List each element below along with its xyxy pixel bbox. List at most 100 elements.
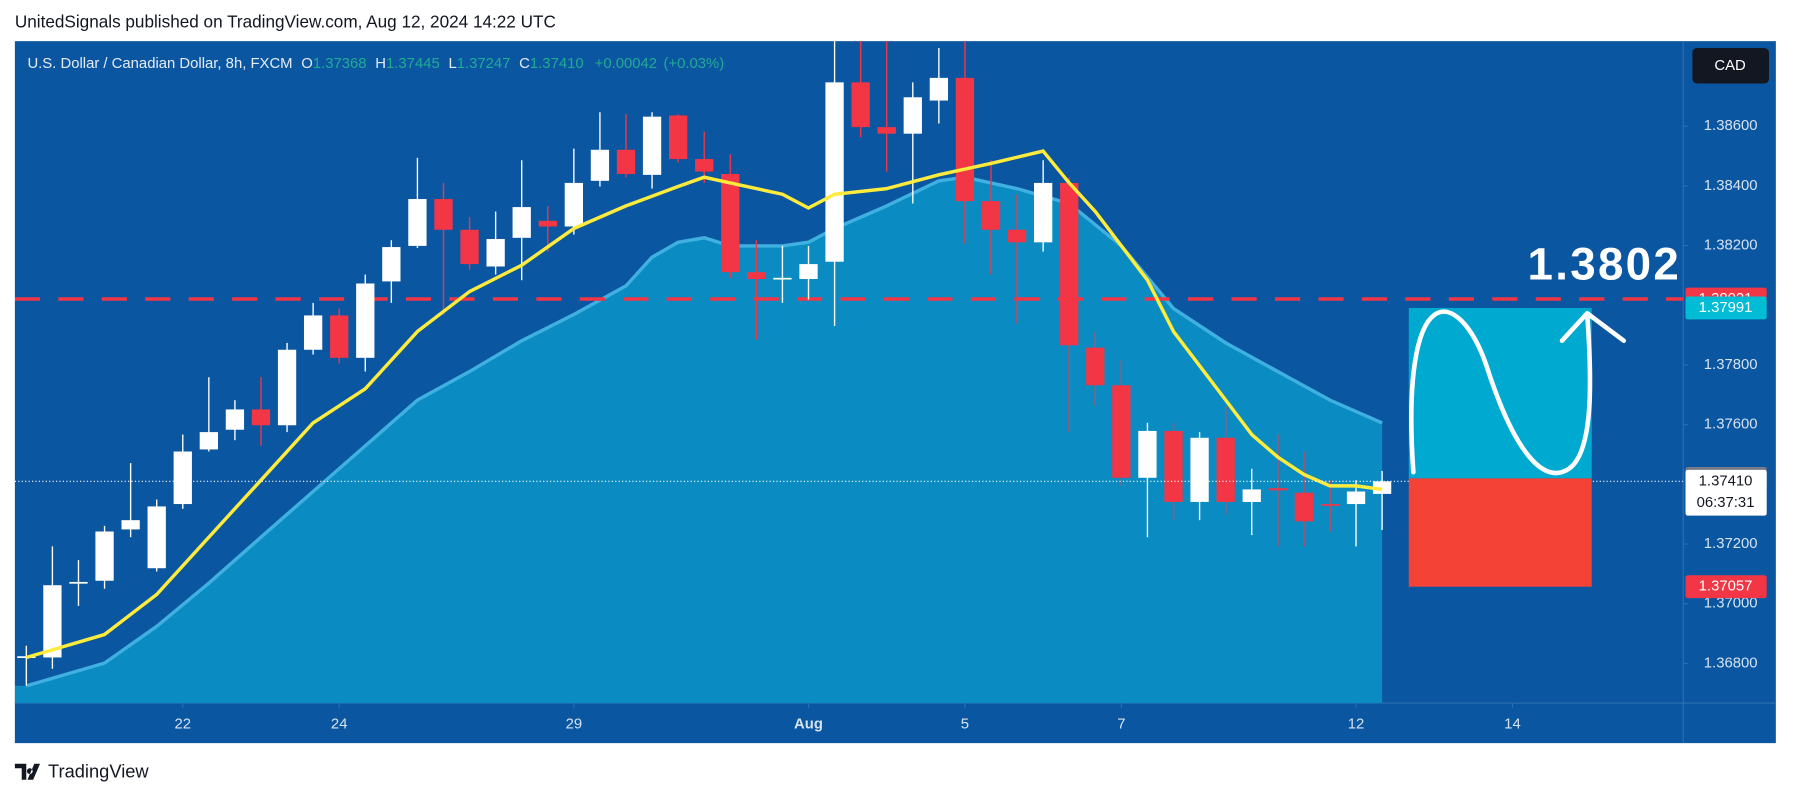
candle-body <box>877 127 896 134</box>
y-tick-label: 1.37600 <box>1704 417 1758 433</box>
candle-body <box>303 315 323 350</box>
x-tick-label: 7 <box>1117 717 1125 733</box>
candle-body <box>147 506 166 569</box>
x-tick-label: 14 <box>1504 717 1521 733</box>
target-zone <box>1408 307 1592 479</box>
candle-body <box>747 272 766 280</box>
candle-body <box>1086 347 1105 386</box>
candle-body <box>695 159 714 172</box>
legend-h: H <box>375 56 386 72</box>
candle-body <box>512 207 531 238</box>
candle-body <box>1034 182 1053 243</box>
candle-body <box>1216 437 1235 502</box>
legend-c: C <box>519 56 530 72</box>
price-label: 1.37057 <box>1699 579 1753 595</box>
candle-body <box>564 182 584 227</box>
candle-body <box>173 451 192 505</box>
candle-body <box>773 277 792 280</box>
legend-high: 1.37445 <box>386 56 440 72</box>
candle-body <box>1112 385 1131 478</box>
x-tick-label: 5 <box>961 717 969 733</box>
candle-body <box>825 82 844 262</box>
bar-countdown: 06:37:31 <box>1697 495 1755 511</box>
candle-body <box>929 77 949 101</box>
candle-body <box>330 315 349 358</box>
currency-button[interactable] <box>1692 48 1769 84</box>
candle-body <box>460 229 479 265</box>
legend-l: L <box>448 56 456 72</box>
candle-body <box>668 115 688 160</box>
candle-body <box>538 220 557 227</box>
price-label-box <box>1685 575 1767 599</box>
candle-body <box>590 149 610 181</box>
tradingview-logo: TradingView <box>14 761 149 782</box>
candle-body <box>981 201 1001 230</box>
candle-body <box>1346 491 1366 505</box>
legend-low: 1.37247 <box>457 56 511 72</box>
currency-button-label[interactable]: CAD <box>1714 58 1746 74</box>
candle-body <box>851 82 870 128</box>
candle-body <box>1138 430 1157 478</box>
legend: U.S. Dollar / Canadian Dollar, 8h, FXCM … <box>27 56 724 72</box>
candle-body <box>434 199 453 230</box>
projection-curve <box>1409 309 1627 476</box>
candle-body <box>486 239 505 267</box>
price-label: 1.37991 <box>1699 300 1753 316</box>
candle-body <box>199 432 218 450</box>
plot-area <box>14 41 1684 704</box>
candle-body <box>616 149 636 174</box>
price-label-box <box>1685 469 1767 516</box>
legend-close: 1.37410 <box>530 56 584 72</box>
y-tick-label: 1.38200 <box>1704 238 1758 254</box>
candle-body <box>799 264 818 280</box>
candle-body <box>95 531 114 581</box>
candle-body <box>955 77 975 202</box>
price-label: 1.37410 <box>1699 473 1753 489</box>
y-tick-label: 1.38600 <box>1704 118 1758 134</box>
axes: 1.36800 1.37000 1.37200 1.37600 1.37800 1.382… <box>175 118 1758 733</box>
x-tick-label: 12 <box>1348 717 1365 733</box>
legend-change: +0.00042 <box>595 56 657 72</box>
y-tick-label: 1.37200 <box>1704 536 1758 552</box>
x-tick-label: Aug <box>794 717 823 733</box>
candle-body <box>408 199 427 246</box>
legend-o: O <box>301 56 313 72</box>
legend-symbol: U.S. Dollar / Canadian Dollar, 8h, FXCM <box>27 56 292 72</box>
candle-body <box>1242 489 1261 502</box>
legend-open: 1.37368 <box>313 56 367 72</box>
candle-body <box>1320 504 1340 506</box>
candle-body <box>721 173 740 273</box>
x-tick-label: 29 <box>566 717 583 733</box>
logo-icon <box>14 763 41 780</box>
candle-body <box>277 349 297 426</box>
x-tick-label: 24 <box>331 717 348 733</box>
ma-line <box>25 149 1383 660</box>
target-annotation: 1.3802 <box>1528 239 1682 290</box>
candle-body <box>43 585 62 658</box>
candle-body <box>903 97 922 134</box>
ma-area <box>14 177 1383 704</box>
price-label-box <box>1685 296 1767 320</box>
candle-body <box>382 247 401 282</box>
candle-body <box>1294 492 1314 522</box>
logo-text: TradingView <box>48 761 149 782</box>
candle-body <box>69 581 88 584</box>
candle-body <box>251 409 271 426</box>
candle-body <box>642 116 662 175</box>
y-tick-label: 1.37000 <box>1704 596 1758 612</box>
publisher-line: UnitedSignals published on TradingView.c… <box>15 11 556 31</box>
y-tick-label: 1.36800 <box>1704 655 1758 671</box>
y-tick-label: 1.37800 <box>1704 357 1758 373</box>
candle-body <box>121 520 140 530</box>
candle-body <box>225 409 245 430</box>
candle-body <box>1164 430 1183 502</box>
candle-body <box>1060 182 1079 346</box>
candle-body <box>1007 229 1027 243</box>
x-tick-label: 22 <box>175 717 192 733</box>
candle-body <box>1190 437 1209 502</box>
legend-change-pct: (+0.03%) <box>663 56 724 72</box>
candle-body <box>356 283 375 358</box>
candle-body <box>1372 481 1392 494</box>
